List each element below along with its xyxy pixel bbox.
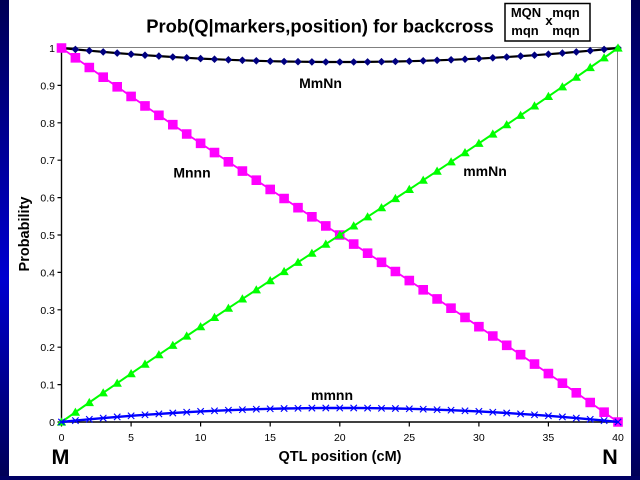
svg-text:mmNn: mmNn [463,163,507,179]
svg-text:mqn: mqn [511,23,539,38]
svg-text:30: 30 [473,432,485,444]
svg-text:Probability: Probability [17,197,33,272]
svg-text:M: M [52,445,70,469]
svg-text:0.6: 0.6 [40,193,55,205]
svg-text:0.9: 0.9 [40,80,55,92]
svg-text:MQN: MQN [511,5,541,20]
svg-text:25: 25 [403,432,415,444]
svg-text:0.2: 0.2 [40,342,55,354]
svg-text:10: 10 [195,432,207,444]
svg-text:N: N [602,445,618,469]
svg-text:0.8: 0.8 [40,118,55,130]
svg-text:Prob(Q|markers,position) for b: Prob(Q|markers,position) for backcross [146,15,494,36]
svg-text:15: 15 [264,432,276,444]
svg-text:0.3: 0.3 [40,305,55,317]
svg-text:QTL position (cM): QTL position (cM) [279,449,402,465]
svg-text:0: 0 [59,432,65,444]
svg-text:40: 40 [612,432,624,444]
svg-text:mmnn: mmnn [311,387,353,403]
svg-text:0.7: 0.7 [40,155,55,167]
svg-text:5: 5 [128,432,134,444]
svg-text:mqn: mqn [552,23,580,38]
svg-text:0.5: 0.5 [40,230,55,242]
svg-text:Mnnn: Mnnn [173,165,210,181]
svg-text:mqn: mqn [552,5,580,20]
svg-text:x: x [545,13,553,28]
svg-text:MmNn: MmNn [299,75,342,91]
svg-text:1: 1 [49,43,55,55]
svg-text:0.1: 0.1 [40,380,55,392]
svg-text:0.4: 0.4 [40,267,55,279]
svg-text:35: 35 [543,432,555,444]
svg-text:0: 0 [49,417,55,429]
svg-text:20: 20 [334,432,346,444]
